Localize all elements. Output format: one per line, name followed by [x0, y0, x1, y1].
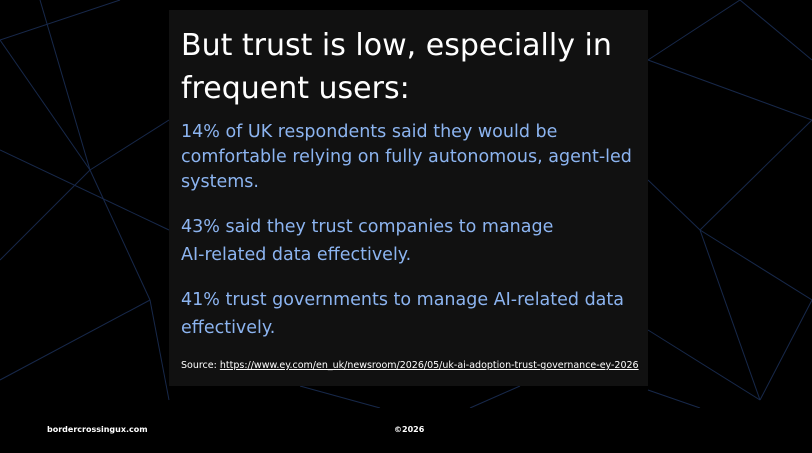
- footer-site: bordercrossingux.com: [47, 425, 148, 434]
- text-line: comfortable relying on fully autonomous,…: [181, 147, 632, 167]
- statistic-paragraph: 41% trust governments to manage AI-relat…: [181, 286, 624, 342]
- slide-title: But trust is low, especially in frequent …: [181, 24, 612, 110]
- statistic-paragraph: 43% said they trust companies to manage A…: [181, 213, 553, 269]
- text-line: effectively.: [181, 318, 276, 338]
- source-link[interactable]: https://www.ey.com/en_uk/newsroom/2026/0…: [219, 360, 639, 371]
- text-line: 14% of UK respondents said they would be: [181, 122, 558, 142]
- source-note: Source: https://www.ey.com/en_uk/newsroo…: [181, 360, 639, 371]
- text-line: frequent users:: [181, 71, 410, 106]
- text-line: AI-related data effectively.: [181, 245, 412, 265]
- text-line: 43% said they trust companies to manage: [181, 217, 554, 237]
- text-line: But trust is low, especially in: [181, 28, 612, 63]
- statistic-paragraph: 14% of UK respondents said they would be…: [181, 120, 632, 195]
- text-line: systems.: [181, 172, 259, 192]
- source-label: Source:: [181, 360, 217, 371]
- footer-copyright: ©2026: [394, 425, 425, 434]
- text-line: 41% trust governments to manage AI-relat…: [181, 290, 624, 310]
- footer-band: [0, 408, 812, 453]
- content-panel: But trust is low, especially in frequent …: [169, 10, 648, 386]
